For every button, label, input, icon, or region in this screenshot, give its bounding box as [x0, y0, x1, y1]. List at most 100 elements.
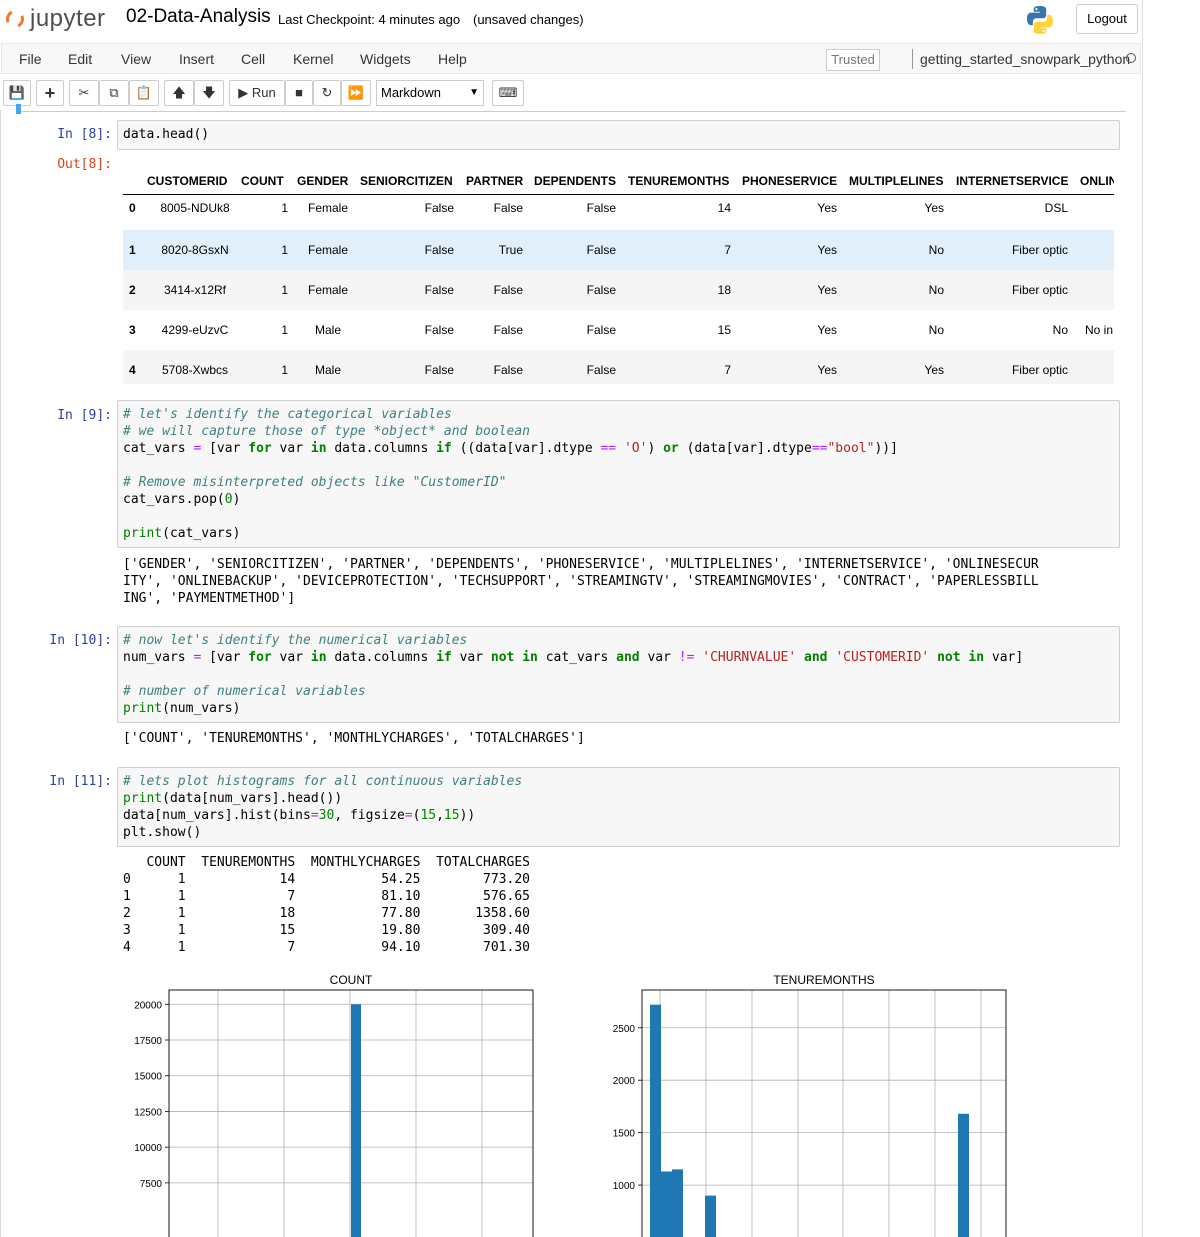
play-icon: ▶ [238, 85, 249, 100]
table-cell: False [493, 323, 523, 337]
code-comment: # number of numerical variables [123, 684, 366, 699]
histogram-bar [958, 1113, 969, 1237]
move-down-button[interactable]: 🡇 [194, 80, 224, 106]
cell-type-select[interactable]: Markdown ▼ [376, 80, 484, 106]
histogram-bar [705, 1195, 716, 1237]
menubar: File Edit View Insert Cell Kernel Widget… [1, 43, 1141, 74]
histogram-bar [351, 1004, 361, 1237]
table-cell: False [586, 323, 616, 337]
notebook-header: jupyter 02-Data-Analysis Last Checkpoint… [0, 0, 1142, 42]
y-tick-label: 17500 [134, 1036, 162, 1047]
menu-help[interactable]: Help [438, 51, 467, 67]
table-cell: False [424, 283, 454, 297]
table-cell: 1 [281, 363, 288, 377]
table-row: 3 4299-eUzvC 1 Male False False False 15 Yes No No… [123, 310, 1114, 350]
logout-button[interactable]: Logout [1076, 4, 1138, 34]
column-header: INTERNETSERVICE [956, 174, 1069, 188]
row-index: 3 [129, 323, 136, 337]
save-button[interactable]: 💾 [3, 80, 31, 106]
cell-10-input[interactable]: # now let's identify the numerical varia… [117, 626, 1120, 723]
menu-cell[interactable]: Cell [241, 51, 266, 67]
table-cell: False [424, 363, 454, 377]
histogram-bar [650, 1004, 661, 1237]
kernel-idle-icon [1126, 53, 1136, 63]
table-cell: No [1052, 323, 1068, 337]
dataframe-table: CUSTOMERID COUNT GENDER SENIORCITIZEN PA… [123, 170, 1114, 384]
keyboard-icon: ⌨ [498, 85, 518, 100]
row-index: 2 [129, 283, 136, 297]
table-cell: 1 [281, 323, 288, 337]
copy-icon: ⧉ [109, 85, 119, 100]
table-cell: 4299-eUzvC [161, 323, 229, 337]
column-header: ONLIN [1080, 174, 1114, 188]
page-border [1142, 0, 1143, 1237]
code-comment: # let's identify the categorical variabl… [123, 407, 452, 422]
save-icon: 💾 [8, 85, 26, 100]
cell-9-input[interactable]: # let's identify the categorical variabl… [117, 400, 1120, 548]
code-line: cat_vars.pop(0) [123, 492, 241, 507]
code-line: cat_vars = [var for var in data.columns … [123, 441, 898, 456]
row-index: 0 [129, 201, 136, 215]
interrupt-button[interactable]: ■ [285, 80, 313, 106]
y-tick-label: 2500 [613, 1024, 636, 1035]
y-tick-label: 7500 [140, 1179, 163, 1190]
python-logo-icon [1027, 6, 1053, 34]
column-header: TENUREMONTHS [628, 174, 730, 188]
histogram-count: COUNT 7500 10000 12500 15000 17500 20000 [134, 973, 534, 1237]
paste-icon: 📋 [135, 85, 153, 100]
cell-9-output-line: ['GENDER', 'SENIORCITIZEN', 'PARTNER', '… [123, 557, 1039, 572]
column-header: PARTNER [466, 174, 524, 188]
cell-type-value: Markdown [381, 85, 441, 100]
cell-11-input[interactable]: # lets plot histograms for all continuou… [117, 767, 1120, 847]
cell-11-in-prompt: In [11]: [49, 774, 112, 789]
unsaved-status: (unsaved changes) [473, 12, 584, 27]
code-comment: # we will capture those of type *object*… [123, 424, 530, 439]
table-cell: No [928, 283, 944, 297]
copy-button[interactable]: ⧉ [99, 80, 129, 106]
restart-run-all-button[interactable]: ⏩ [341, 80, 371, 106]
menu-insert[interactable]: Insert [179, 51, 215, 67]
selected-cell-indicator [16, 104, 21, 114]
cell-8-code: data.head() [123, 127, 210, 142]
row-index: 1 [129, 243, 136, 257]
table-cell: Fiber optic [1011, 363, 1068, 377]
table-cell: DSL [1044, 201, 1068, 215]
run-button[interactable]: ▶ Run [229, 80, 285, 106]
paste-button[interactable]: 📋 [129, 80, 159, 106]
cut-button[interactable]: ✂ [69, 80, 99, 106]
table-cell: False [586, 201, 616, 215]
table-cell: False [493, 283, 523, 297]
jupyter-logo[interactable]: jupyter [3, 4, 106, 34]
menu-kernel[interactable]: Kernel [293, 51, 334, 67]
jupyter-logo-icon [3, 7, 27, 31]
table-cell: Female [307, 283, 348, 297]
arrow-up-icon: 🡅 [172, 85, 186, 100]
cell-8-input[interactable]: data.head() [117, 120, 1120, 150]
code-line: data[num_vars].hist(bins=30, figsize=(15… [123, 808, 476, 823]
table-cell: False [586, 243, 616, 257]
header-divider [123, 194, 1114, 195]
table-row: 0 8005-NDUk8 1 Female False False False 14 Yes Ye… [123, 196, 1114, 220]
menu-view[interactable]: View [121, 51, 152, 67]
menu-edit[interactable]: Edit [68, 51, 93, 67]
y-tick-label: 20000 [134, 1000, 162, 1011]
kernel-name: getting_started_snowpark_python [912, 49, 1130, 69]
move-up-button[interactable]: 🡅 [164, 80, 194, 106]
restart-icon: ↻ [321, 85, 333, 100]
cell-9-in-prompt: In [9]: [57, 408, 112, 423]
code-comment: # lets plot histograms for all continuou… [123, 774, 523, 789]
restart-button[interactable]: ↻ [313, 80, 341, 106]
command-palette-button[interactable]: ⌨ [492, 80, 524, 106]
insert-cell-button[interactable]: + [36, 80, 64, 106]
code-comment: # Remove misinterpreted objects like "Cu… [123, 475, 507, 490]
code-line: print(cat_vars) [123, 526, 241, 541]
menu-widgets[interactable]: Widgets [360, 51, 411, 67]
column-header: PHONESERVICE [742, 174, 838, 188]
code-line: plt.show() [123, 825, 202, 840]
trusted-indicator[interactable]: Trusted [826, 49, 880, 71]
cell-10-in-prompt: In [10]: [49, 633, 112, 648]
notebook-title[interactable]: 02-Data-Analysis [126, 6, 271, 27]
cell-11-output-line: 0 1 14 54.25 773.20 [123, 872, 530, 887]
column-header: GENDER [297, 174, 349, 188]
menu-file[interactable]: File [19, 51, 42, 67]
